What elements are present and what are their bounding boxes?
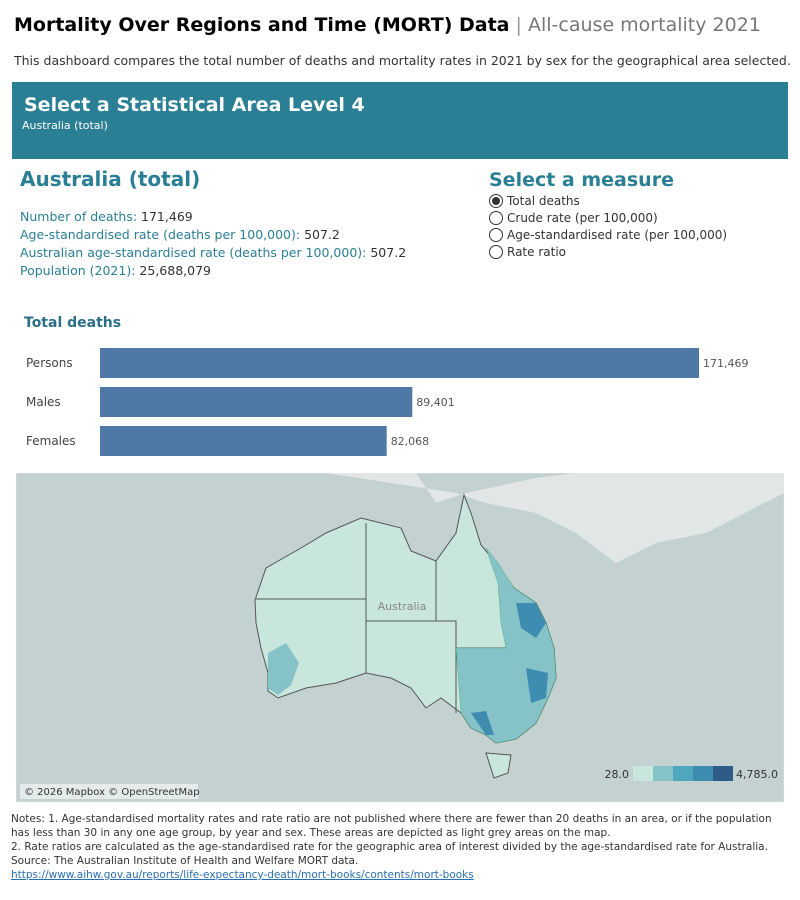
chart-title: Total deaths (24, 315, 121, 331)
measure-option[interactable]: Total deaths (489, 192, 727, 209)
category-label: Males (26, 395, 61, 409)
radio-button[interactable] (489, 210, 503, 225)
radio-button[interactable] (489, 193, 503, 208)
banner: Select a Statistical Area Level 4 Austra… (12, 82, 788, 159)
summary-label: Australian age-standardised rate (deaths… (20, 245, 367, 260)
note: 2. Rate ratios are calculated as the age… (11, 841, 768, 853)
summary: Number of deaths: 171,469 Age-standardise… (20, 208, 406, 280)
radio-button[interactable] (489, 227, 503, 242)
radio-button[interactable] (489, 244, 503, 259)
land-north (326, 473, 784, 563)
option-label[interactable]: Age-standardised rate (per 100,000) (507, 227, 728, 242)
value-label: 171,469 (703, 357, 749, 370)
legend-min: 28.0 (605, 768, 630, 781)
summary-value: 171,469 (141, 209, 193, 224)
attribution-bg (20, 784, 198, 799)
dense-regions (471, 603, 548, 735)
measure-options: Total deaths Crude rate (per 100,000) Age-… (489, 192, 727, 260)
legend-swatch (673, 766, 693, 781)
summary-row: Age-standardised rate (deaths per 100,00… (20, 226, 406, 244)
legend-swatch (713, 766, 733, 781)
legend-max: 4,785.0 (736, 768, 778, 781)
summary-value: 507.2 (304, 227, 340, 242)
option-label[interactable]: Crude rate (per 100,000) (507, 210, 658, 225)
year: 2021 (712, 14, 761, 36)
link[interactable]: https://www.aihw.gov.au/reports/life-exp… (11, 869, 474, 881)
bar (100, 426, 387, 456)
summary-row: Number of deaths: 171,469 (20, 208, 406, 226)
category-label: Females (26, 434, 76, 448)
area-title: Australia (total) (20, 167, 201, 191)
measure-option[interactable]: Age-standardised rate (per 100,000) (489, 226, 727, 243)
bar-chart: Total deaths Persons 171,469 Males 89,401 Fe… (24, 315, 749, 456)
banner-title: Select a Statistical Area Level 4 (24, 94, 365, 116)
source: Source: The Australian Institute of Heal… (11, 855, 359, 867)
summary-value: 25,688,079 (139, 263, 211, 278)
notes: Notes: 1. Age-standardised mortality rat… (11, 812, 781, 882)
summary-label: Age-standardised rate (deaths per 100,00… (20, 227, 301, 242)
legend-swatch (653, 766, 673, 781)
state-borders (256, 523, 516, 713)
legend-swatch (693, 766, 713, 781)
summary-label: Population (2021): (20, 263, 136, 278)
map: Australia © 2026 Mapbox © OpenStreetMap … (16, 473, 784, 802)
note: Notes: 1. Age-standardised mortality rat… (11, 813, 772, 839)
option-label[interactable]: Rate ratio (507, 244, 566, 259)
value-label: 82,068 (391, 435, 430, 448)
measure-option[interactable]: Rate ratio (489, 243, 727, 260)
perth-region (268, 643, 299, 695)
value-label: 89,401 (416, 396, 455, 409)
attribution: © 2026 Mapbox © OpenStreetMap (24, 787, 200, 798)
title: Mortality Over Regions and Time (MORT) D… (14, 14, 510, 36)
category-label: Persons (26, 356, 73, 370)
measure-option[interactable]: Crude rate (per 100,000) (489, 209, 727, 226)
option-label[interactable]: Total deaths (507, 193, 580, 208)
header: Mortality Over Regions and Time (MORT) D… (14, 14, 761, 36)
map-label: Australia (378, 600, 427, 613)
tasmania (485, 752, 512, 779)
summary-row: Population (2021): 25,688,079 (20, 262, 406, 280)
summary-label: Number of deaths: (20, 209, 138, 224)
bar (100, 387, 413, 417)
description: This dashboard compares the total number… (14, 53, 791, 68)
legend-swatch (633, 766, 653, 781)
summary-row: Australian age-standardised rate (deaths… (20, 244, 406, 262)
measure-title: Select a measure (489, 169, 674, 191)
summary-value: 507.2 (370, 245, 407, 260)
bar (100, 348, 699, 378)
banner-selection: Australia (total) (22, 119, 108, 132)
subtitle: All-cause mortality (528, 14, 707, 36)
